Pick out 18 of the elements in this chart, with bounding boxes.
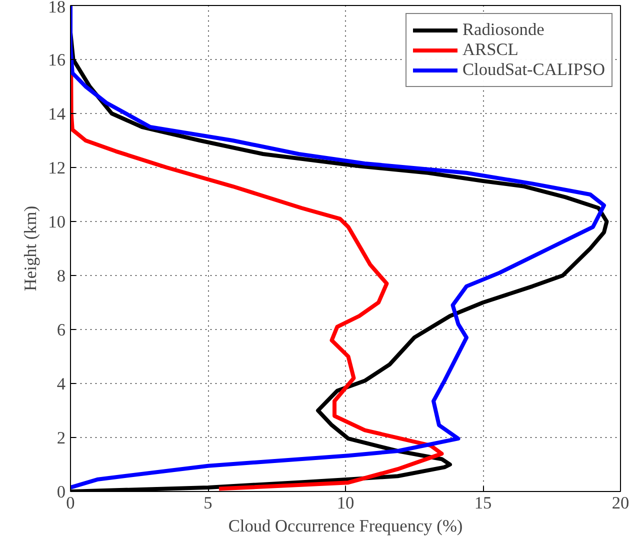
y-tick-label: 10 <box>48 212 66 232</box>
legend-label: Radiosonde <box>462 20 544 40</box>
y-tick-label: 2 <box>56 428 66 448</box>
y-tick-label: 4 <box>56 374 66 394</box>
x-tick-label: 5 <box>204 494 212 512</box>
x-tick-label: 20 <box>612 494 630 512</box>
y-tick-label: 12 <box>48 158 66 178</box>
y-tick-label: 8 <box>56 266 66 286</box>
x-tick-label: 15 <box>474 494 492 512</box>
x-tick-label: 10 <box>336 494 354 512</box>
y-tick-label: 6 <box>56 320 66 340</box>
y-tick-label: 18 <box>48 0 66 16</box>
x-axis-title: Cloud Occurrence Frequency (%) <box>228 516 463 536</box>
y-axis-title: Height (km) <box>21 206 40 292</box>
y-tick-label: 14 <box>48 104 66 124</box>
legend-label: ARSCL <box>462 40 518 60</box>
legend-label: CloudSat-CALIPSO <box>462 60 605 80</box>
y-tick-label: 16 <box>48 50 66 70</box>
